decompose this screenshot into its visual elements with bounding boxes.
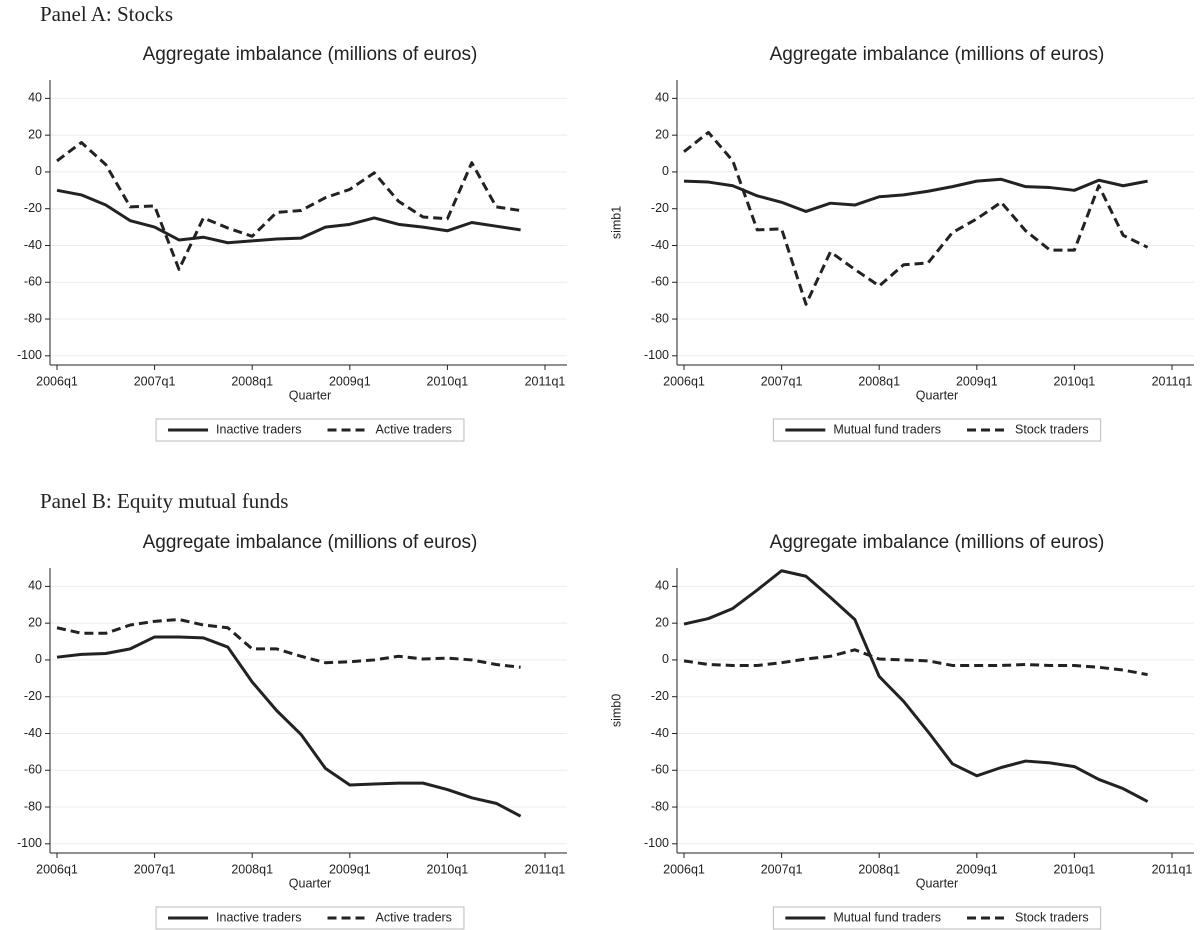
y-tick-label: -80 — [24, 799, 42, 813]
legend-label: Mutual fund traders — [833, 422, 941, 436]
y-tick-label: -80 — [651, 799, 669, 813]
legend-label: Stock traders — [1015, 910, 1089, 924]
y-tick-label: -40 — [24, 726, 42, 740]
chart-title: Aggregate imbalance (millions of euros) — [143, 44, 478, 65]
x-tick-label: 2010q1 — [1054, 374, 1096, 388]
y-tick-label: -80 — [24, 311, 42, 325]
x-tick-label: 2011q1 — [525, 374, 566, 388]
y-tick-label: -40 — [651, 238, 669, 252]
series-line — [56, 141, 521, 271]
panel-label: Panel A: Stocks — [40, 2, 173, 26]
series-line — [683, 648, 1148, 677]
y-tick-label: -40 — [24, 238, 42, 252]
x-axis-title: Quarter — [289, 876, 331, 890]
legend-box — [155, 418, 465, 442]
y-tick-label: -80 — [651, 311, 669, 325]
y-tick-label: 0 — [35, 164, 42, 178]
y-tick-label: -100 — [17, 836, 42, 850]
chart-title: Aggregate imbalance (millions of euros) — [770, 532, 1105, 553]
x-tick-label: 2010q1 — [1054, 862, 1096, 876]
legend: Mutual fund traders Stock traders — [772, 418, 1102, 442]
y-tick-label: -100 — [17, 348, 42, 362]
x-tick-label: 2011q1 — [1152, 862, 1193, 876]
legend-box — [772, 418, 1102, 442]
legend-label: Active traders — [376, 910, 452, 924]
legend-box — [155, 906, 465, 930]
x-axis-title: Quarter — [916, 388, 958, 402]
series-line — [56, 635, 522, 818]
x-tick-label: 2011q1 — [525, 862, 566, 876]
x-tick-label: 2007q1 — [134, 862, 176, 876]
y-tick-label: -60 — [24, 763, 42, 777]
chart-title: Aggregate imbalance (millions of euros) — [770, 44, 1105, 65]
series-line — [683, 569, 1149, 803]
y-tick-label: 20 — [655, 127, 669, 141]
series-line — [683, 177, 1148, 213]
y-tick-label: -100 — [644, 348, 669, 362]
series-line — [56, 188, 521, 245]
y-tick-label: 40 — [28, 579, 42, 593]
chart-title: Aggregate imbalance (millions of euros) — [143, 532, 478, 553]
y-tick-label: 0 — [662, 164, 669, 178]
y-tick-label: -20 — [24, 201, 42, 215]
y-tick-label: 40 — [28, 91, 42, 105]
x-tick-label: 2008q1 — [231, 374, 273, 388]
x-tick-label: 2010q1 — [427, 374, 469, 388]
x-tick-label: 2009q1 — [956, 374, 998, 388]
y-tick-label: -20 — [651, 201, 669, 215]
x-tick-label: 2007q1 — [761, 374, 803, 388]
x-tick-label: 2006q1 — [663, 374, 705, 388]
x-tick-label: 2006q1 — [663, 862, 705, 876]
y-tick-label: -20 — [24, 689, 42, 703]
y-tick-label: -60 — [24, 275, 42, 289]
x-tick-label: 2006q1 — [36, 862, 78, 876]
legend-label: Inactive traders — [216, 910, 301, 924]
x-tick-label: 2007q1 — [134, 374, 176, 388]
y-tick-label: 40 — [655, 579, 669, 593]
x-tick-label: 2008q1 — [858, 374, 900, 388]
x-tick-label: 2009q1 — [956, 862, 998, 876]
x-tick-label: 2009q1 — [329, 862, 371, 876]
series-line — [683, 130, 1149, 306]
x-tick-label: 2010q1 — [427, 862, 469, 876]
series-line — [56, 617, 521, 669]
x-tick-label: 2008q1 — [231, 862, 273, 876]
y-axis-title: simb1 — [609, 206, 623, 239]
legend-label: Active traders — [376, 422, 452, 436]
x-axis-title: Quarter — [916, 876, 958, 890]
y-tick-label: 20 — [655, 615, 669, 629]
y-tick-label: 40 — [655, 91, 669, 105]
legend-label: Inactive traders — [216, 422, 301, 436]
legend: Mutual fund traders Stock traders — [772, 906, 1102, 930]
y-tick-label: 0 — [662, 652, 669, 666]
y-axis-title: simb0 — [609, 694, 623, 727]
legend-label: Stock traders — [1015, 422, 1089, 436]
y-tick-label: -60 — [651, 763, 669, 777]
y-tick-label: 0 — [35, 652, 42, 666]
y-tick-label: -100 — [644, 836, 669, 850]
y-tick-label: -40 — [651, 726, 669, 740]
x-tick-label: 2008q1 — [858, 862, 900, 876]
x-tick-label: 2009q1 — [329, 374, 371, 388]
y-tick-label: 20 — [28, 127, 42, 141]
y-tick-label: -20 — [651, 689, 669, 703]
panel-label: Panel B: Equity mutual funds — [40, 489, 288, 513]
x-axis-title: Quarter — [289, 388, 331, 402]
legend-label: Mutual fund traders — [833, 910, 941, 924]
legend-box — [772, 906, 1102, 930]
x-tick-label: 2007q1 — [761, 862, 803, 876]
y-tick-label: -60 — [651, 275, 669, 289]
x-tick-label: 2011q1 — [1152, 374, 1193, 388]
y-tick-label: 20 — [28, 615, 42, 629]
legend: Inactive traders Active traders — [155, 906, 465, 930]
legend: Inactive traders Active traders — [155, 418, 465, 442]
x-tick-label: 2006q1 — [36, 374, 78, 388]
